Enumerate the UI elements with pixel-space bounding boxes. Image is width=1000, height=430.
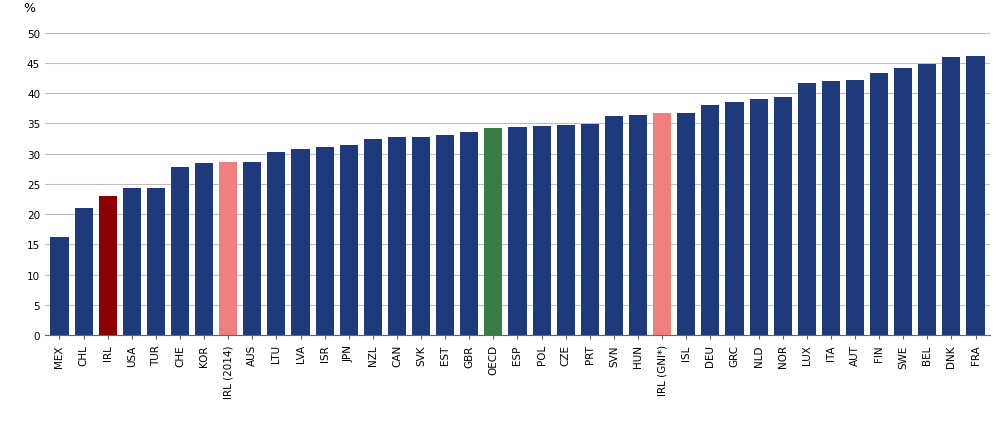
Bar (677, 114, 695, 335)
Bar (484, 128, 502, 335)
Bar (195, 164, 213, 335)
Bar (701, 106, 719, 335)
Bar (894, 69, 912, 335)
Bar (966, 56, 985, 335)
Bar (171, 168, 189, 335)
Bar (340, 146, 358, 335)
Bar (364, 139, 382, 335)
Bar (846, 81, 864, 335)
Bar (291, 150, 310, 335)
Bar (629, 116, 647, 335)
Bar (316, 147, 334, 335)
Bar (412, 138, 430, 335)
Bar (219, 162, 237, 335)
Bar (750, 100, 768, 335)
Bar (798, 84, 816, 335)
Bar (605, 116, 623, 335)
Bar (123, 189, 141, 335)
Bar (533, 126, 551, 335)
Bar (653, 114, 671, 335)
Bar (147, 189, 165, 335)
Text: %: % (24, 2, 36, 15)
Bar (822, 82, 840, 335)
Bar (725, 103, 744, 335)
Bar (508, 128, 527, 335)
Bar (267, 153, 285, 335)
Bar (942, 58, 960, 335)
Bar (581, 125, 599, 335)
Bar (99, 197, 117, 335)
Bar (870, 74, 888, 335)
Bar (50, 238, 69, 335)
Bar (75, 209, 93, 335)
Bar (774, 98, 792, 335)
Bar (243, 163, 261, 335)
Bar (460, 133, 478, 335)
Bar (918, 65, 936, 335)
Bar (557, 125, 575, 335)
Bar (388, 138, 406, 335)
Bar (436, 135, 454, 335)
